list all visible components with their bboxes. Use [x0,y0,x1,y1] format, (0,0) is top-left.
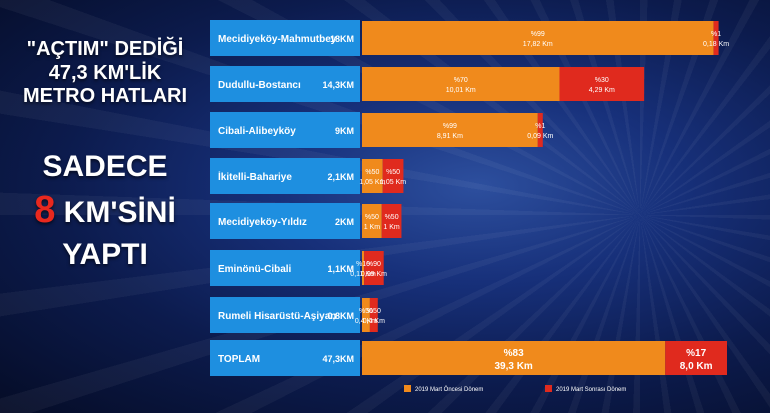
data-label-before-pct: %10 [356,261,370,268]
data-label-before-km: 1 Km [364,224,381,231]
data-label-before-km: 0,4 Km [355,318,377,325]
data-label-before-km: 8,91 Km [437,133,463,140]
bar-after [559,67,645,101]
legend-swatch-before [404,385,411,392]
bar-after [381,204,402,238]
data-label-after-pct: %1 [711,31,721,38]
label-panel-0 [210,20,360,56]
data-label-after-pct: %50 [367,308,381,315]
data-label-after-km: 0,99 Km [361,271,387,278]
category-label: Mecidiyeköy-Yıldız [218,217,307,228]
headline-line6: YAPTI [62,238,148,271]
length-label: 18KM [330,34,354,44]
category-label: Cibali-Alibeyköy [218,126,296,137]
length-label: 1,1KM [327,264,354,274]
data-label-before-pct: %50 [365,169,379,176]
data-label-after-pct: %50 [385,214,399,221]
category-label: Rumeli Hisarüstü-Aşiyan [218,311,336,322]
bar-after [369,298,378,332]
headline-line1: "AÇTIM" DEDİĞİ [26,38,184,60]
label-panel-7 [210,340,360,376]
bar-before [362,159,383,193]
data-label-after-pct: %50 [386,169,400,176]
data-label-before-pct: %99 [531,31,545,38]
length-label: 47,3KM [322,354,354,364]
headline-line5-rest: KM'SİNİ [55,196,176,230]
data-label-before-pct: %99 [443,123,457,130]
length-label: 14,3KM [322,80,354,90]
bar-after [537,113,543,147]
length-label: 2,1KM [327,172,354,182]
data-label-before-km: 39,3 Km [494,361,532,372]
data-label-before-pct: %70 [454,77,468,84]
data-label-after-km: 8,0 Km [680,361,713,372]
length-label: 0,8KM [327,311,354,321]
category-label: Mecidiyeköy-Mahmutbey [218,34,337,45]
bar-before [362,21,714,55]
label-panel-1 [210,66,360,102]
label-panel-3 [210,158,360,194]
data-label-before-pct: %50 [359,308,373,315]
headline-line5: 8 KM'SİNİ [0,188,210,233]
category-label: İkitelli-Bahariye [218,170,292,183]
headline-line4: SADECE [42,149,168,183]
data-label-after-pct: %30 [595,77,609,84]
length-label: 9KM [335,126,354,136]
data-label-before-km: 17,82 Km [523,41,553,48]
label-panel-4 [210,203,360,239]
data-label-after-km: 0,18 Km [703,41,729,48]
length-label: 2KM [335,217,354,227]
data-label-before-km: 0,11 Km [350,271,376,278]
bar-before [362,67,560,101]
data-label-before-pct: %50 [365,214,379,221]
data-label-before-pct: %83 [504,348,524,359]
category-label: Eminönü-Cibali [218,264,292,275]
data-label-after-pct: %1 [535,123,545,130]
bar-after [713,21,719,55]
label-panel-2 [210,112,360,148]
bar-after [364,251,384,285]
category-label: TOPLAM [218,354,260,365]
label-panel-5 [210,250,360,286]
headline-line2: 47,3 KM'LİK [48,61,162,84]
headline-number: 8 [34,189,56,232]
legend-label-before: 2019 Mart Öncesi Dönem [415,386,483,393]
bar-before [362,204,382,238]
headline: "AÇTIM" DEDİĞİ 47,3 KM'LİK METRO HATLARI… [0,38,210,272]
data-label-before-km: 10,01 Km [446,87,476,94]
data-label-after-pct: %90 [367,261,381,268]
headline-line3: METRO HATLARI [22,85,188,108]
bar-before [362,113,538,147]
data-label-after-km: 1 Km [383,224,400,231]
data-label-after-km: 0,4 Km [363,318,385,325]
data-label-after-km: 0,09 Km [527,133,553,140]
legend-label-after: 2019 Mart Sonrası Dönem [556,387,626,393]
data-label-after-pct: %17 [686,348,706,359]
bar-after [665,341,727,375]
bar-after [382,159,404,193]
legend-swatch-after [545,385,552,392]
bar-before [362,298,370,332]
data-label-after-km: 1,05 Km [380,179,406,186]
bar-before [362,341,666,375]
category-label: Dudullu-Bostancı [218,80,301,91]
data-label-before-km: 1,05 Km [359,179,385,186]
data-label-after-km: 4,29 Km [589,87,615,94]
bar-before [362,251,365,285]
label-panel-6 [210,297,360,333]
